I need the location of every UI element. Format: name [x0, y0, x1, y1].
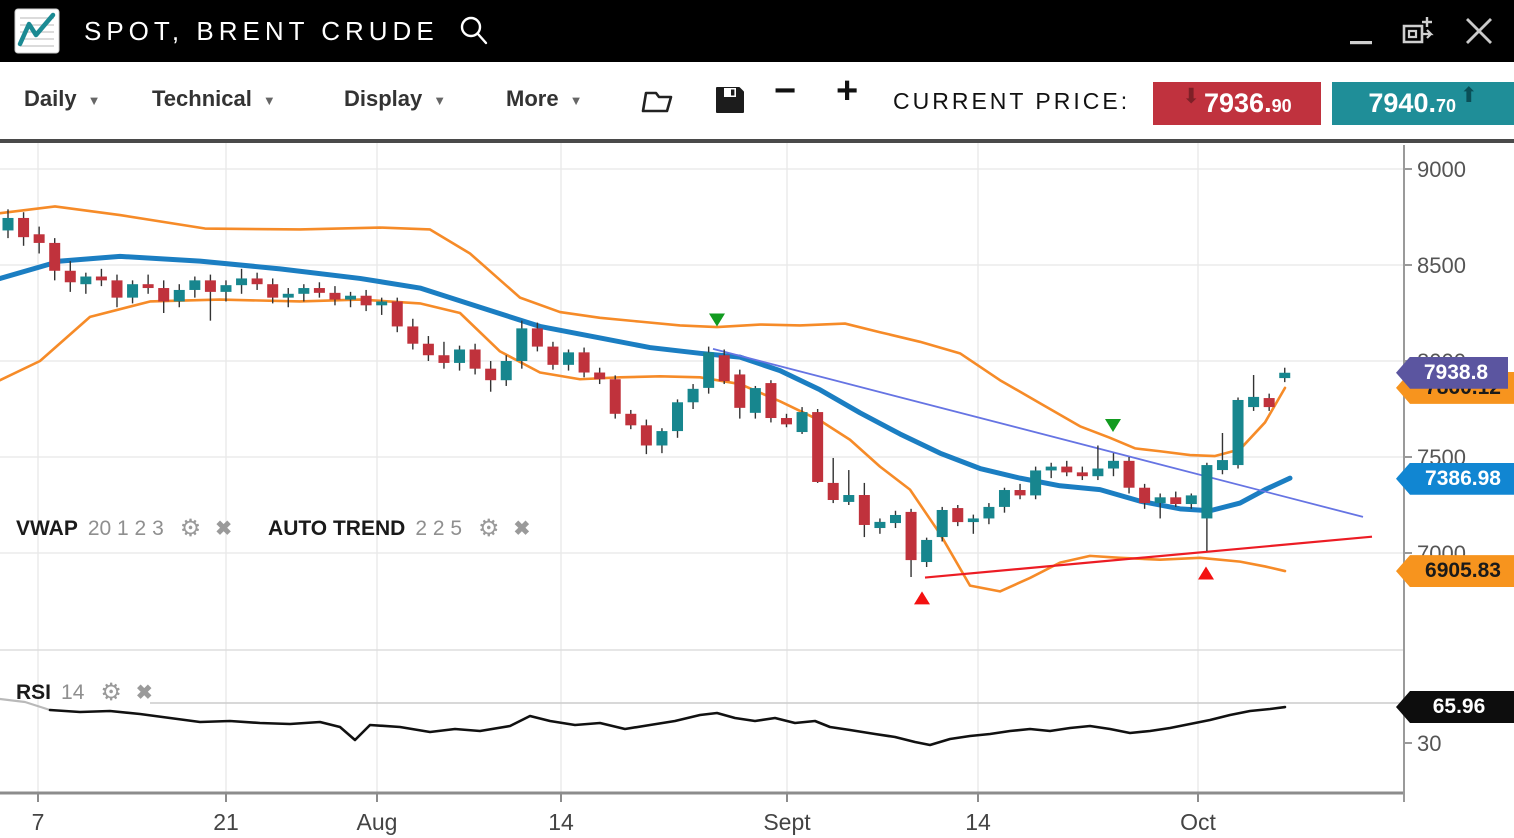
current-price-label: CURRENT PRICE: — [893, 88, 1131, 114]
ask-price-frac: 70 — [1435, 96, 1456, 116]
ask-price-badge: 7940. 70 ⬆ — [1332, 82, 1514, 125]
svg-text:21: 21 — [213, 809, 239, 835]
menu-technical-label: Technical — [152, 86, 252, 111]
bid-price-frac: 90 — [1271, 96, 1292, 116]
search-icon[interactable] — [457, 14, 491, 48]
chevron-down-icon: ▼ — [569, 93, 583, 108]
menu-more-label: More — [506, 86, 559, 111]
vwap-price-tag: 7386.98 — [1396, 462, 1514, 495]
chevron-down-icon: ▼ — [87, 93, 101, 108]
svg-text:Aug: Aug — [357, 809, 398, 835]
menu-more[interactable]: More ▼ — [506, 86, 582, 112]
rsi-remove-icon[interactable]: ✖ — [135, 682, 153, 704]
bid-price-main: 7936. — [1204, 88, 1272, 118]
svg-text:30: 30 — [1417, 731, 1441, 756]
toolbar: Daily ▼ Technical ▼ Display ▼ More ▼ − +… — [0, 62, 1514, 143]
rsi-value-tag: 65.96 — [1396, 691, 1514, 724]
svg-text:Sept: Sept — [763, 809, 811, 835]
minimize-button[interactable] — [1348, 16, 1374, 46]
rsi-settings-gear-icon[interactable]: ⚙ — [100, 679, 122, 706]
lower-band-price-tag: 6905.83 — [1396, 555, 1514, 588]
vwap-settings-gear-icon[interactable]: ⚙ — [179, 515, 202, 542]
zoom-in-button[interactable]: + — [836, 70, 859, 112]
vwap-params: 20 1 2 3 — [87, 516, 164, 540]
ask-price-main: 7940. — [1368, 88, 1436, 118]
restore-add-button[interactable] — [1400, 14, 1436, 48]
chart-canvas[interactable]: 721Aug14Sept14Oct9000850075007000800030 — [0, 143, 1514, 838]
vwap-label: VWAP — [16, 516, 78, 540]
svg-text:Oct: Oct — [1180, 809, 1216, 835]
window-controls — [1348, 0, 1496, 62]
vwap-remove-icon[interactable]: ✖ — [215, 518, 233, 540]
svg-text:14: 14 — [548, 809, 574, 835]
svg-text:8500: 8500 — [1417, 253, 1466, 278]
app-logo-icon — [14, 8, 60, 54]
menu-technical[interactable]: Technical ▼ — [152, 86, 276, 112]
auto-trend-remove-icon[interactable]: ✖ — [513, 518, 531, 540]
close-button[interactable] — [1462, 14, 1496, 48]
menu-display[interactable]: Display ▼ — [344, 86, 446, 112]
indicator-row-rsi: RSI 14 ⚙ ✖ — [16, 678, 153, 707]
auto-trend-settings-gear-icon[interactable]: ⚙ — [478, 515, 500, 542]
zoom-out-button[interactable]: − — [774, 70, 797, 112]
window-title: SPOT, BRENT CRUDE — [84, 15, 439, 46]
chevron-down-icon: ▼ — [262, 93, 276, 108]
price-down-arrow-icon: ⬇ — [1182, 85, 1200, 108]
rsi-params: 14 — [61, 680, 85, 704]
open-folder-icon[interactable] — [638, 80, 678, 120]
indicator-row-main: VWAP 20 1 2 3 ⚙ ✖ AUTO TREND 2 2 5 ⚙ ✖ — [16, 514, 530, 543]
menu-daily[interactable]: Daily ▼ — [24, 86, 100, 112]
rsi-label: RSI — [16, 680, 52, 704]
save-icon[interactable] — [710, 80, 750, 120]
price-up-arrow-icon: ⬆ — [1460, 84, 1478, 107]
svg-text:7: 7 — [32, 809, 45, 835]
last-price-tag: 7938.8 — [1396, 356, 1508, 389]
chevron-down-icon: ▼ — [433, 93, 447, 108]
menu-daily-label: Daily — [24, 86, 77, 111]
menu-display-label: Display — [344, 86, 423, 111]
bid-price-badge: ⬇ 7936. 90 — [1153, 82, 1321, 125]
svg-text:14: 14 — [965, 809, 991, 835]
auto-trend-params: 2 2 5 — [415, 516, 463, 540]
svg-text:9000: 9000 — [1417, 157, 1466, 182]
title-bar: SPOT, BRENT CRUDE — [0, 0, 1514, 62]
auto-trend-label: AUTO TREND — [268, 516, 406, 540]
